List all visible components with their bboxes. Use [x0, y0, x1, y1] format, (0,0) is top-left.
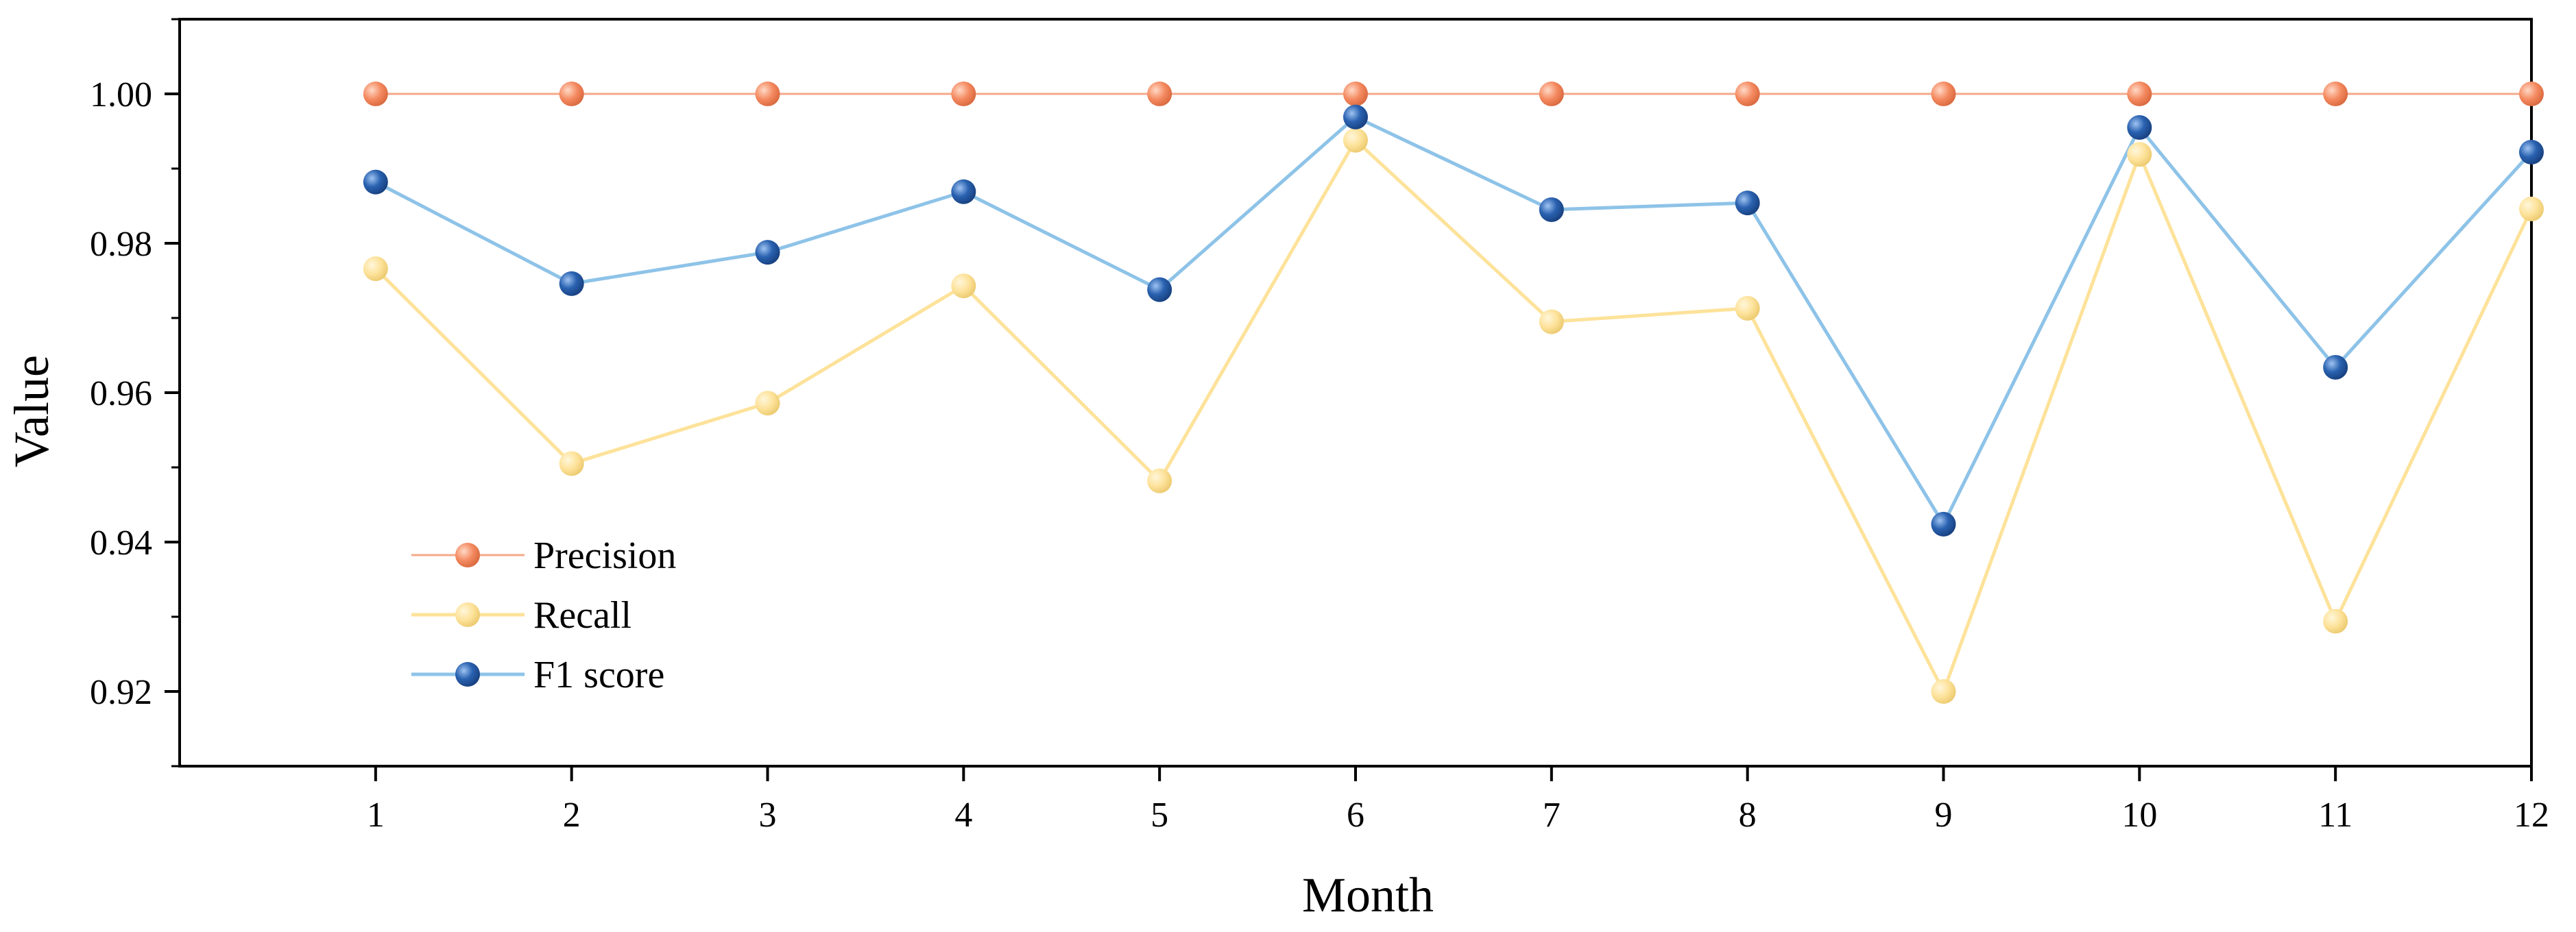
series-line-recall [374, 138, 2533, 694]
x-axis-ticks: 1 2 3 4 5 6 7 8 9 10 11 12 [367, 766, 2549, 835]
data-point-f1-score [951, 179, 976, 204]
x-tick-label: 12 [2514, 796, 2549, 835]
data-point-recall [1147, 468, 1172, 493]
series-markers [363, 82, 2544, 704]
data-point-recall [1931, 679, 1956, 704]
data-point-recall [2519, 196, 2544, 221]
x-tick-label: 10 [2121, 796, 2157, 835]
data-point-precision [363, 82, 388, 106]
data-point-precision [1931, 82, 1956, 106]
x-tick-label: 2 [563, 796, 581, 835]
data-point-precision [755, 82, 780, 106]
y-axis-title: Value [4, 355, 59, 467]
data-point-recall [1539, 309, 1564, 334]
x-tick-label: 5 [1151, 796, 1168, 835]
series-line-f1-score [374, 115, 2533, 526]
data-point-precision [1735, 82, 1760, 106]
y-tick-label: 0.98 [90, 225, 152, 264]
legend-label: Recall [533, 594, 631, 637]
data-point-recall [755, 391, 780, 416]
data-point-recall [1343, 127, 1368, 153]
x-tick-label: 8 [1739, 796, 1757, 835]
data-point-f1-score [1539, 197, 1564, 222]
y-axis-ticks: 0.92 0.94 0.96 0.98 1.00 [90, 18, 180, 768]
x-tick-label: 9 [1935, 796, 1953, 835]
x-axis-title: Month [1302, 868, 1434, 922]
data-point-precision [559, 82, 584, 106]
data-point-precision [1147, 82, 1172, 106]
data-point-f1-score [1343, 104, 1368, 130]
data-point-precision [2519, 82, 2544, 106]
data-point-f1-score [2127, 115, 2152, 140]
data-point-precision [1539, 82, 1564, 106]
x-tick-label: 11 [2318, 796, 2352, 835]
legend-marker [455, 662, 480, 687]
data-point-f1-score [363, 169, 388, 195]
series-lines [374, 93, 2533, 694]
data-point-f1-score [2519, 140, 2544, 165]
legend-marker [455, 543, 480, 567]
data-point-f1-score [1147, 277, 1172, 302]
data-point-precision [951, 82, 976, 106]
data-point-f1-score [755, 240, 780, 265]
data-point-recall [951, 273, 976, 299]
legend-label: F1 score [533, 654, 664, 696]
data-point-recall [363, 256, 388, 282]
x-tick-label: 7 [1543, 796, 1561, 835]
data-point-f1-score [2323, 354, 2348, 380]
data-point-precision [1343, 82, 1368, 106]
y-tick-label: 0.96 [90, 374, 152, 413]
data-point-recall [559, 451, 584, 476]
data-point-precision [2127, 82, 2152, 106]
data-point-f1-score [1931, 511, 1956, 537]
x-tick-label: 4 [954, 796, 972, 835]
x-tick-label: 6 [1347, 796, 1364, 835]
y-tick-label: 0.94 [90, 524, 152, 563]
data-point-f1-score [559, 271, 584, 296]
y-tick-label: 0.92 [90, 673, 152, 712]
x-tick-label: 3 [759, 796, 777, 835]
legend-label: Precision [533, 535, 676, 577]
data-point-recall [1735, 295, 1760, 321]
x-tick-label: 1 [367, 796, 385, 835]
legend: Precision Recall F1 score [411, 535, 676, 696]
y-tick-label: 1.00 [90, 75, 152, 114]
legend-marker [455, 602, 480, 627]
data-point-precision [2323, 82, 2348, 106]
data-point-recall [2323, 609, 2348, 634]
data-point-f1-score [1735, 191, 1760, 216]
data-point-recall [2127, 142, 2152, 167]
